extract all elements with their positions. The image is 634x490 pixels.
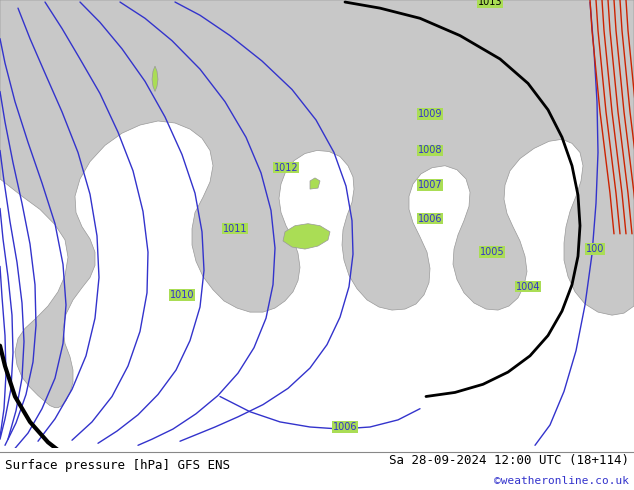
Text: ©weatheronline.co.uk: ©weatheronline.co.uk (494, 476, 629, 486)
Polygon shape (283, 223, 330, 249)
Text: 1005: 1005 (480, 247, 504, 257)
Text: 1007: 1007 (418, 180, 443, 190)
Text: 1012: 1012 (274, 163, 299, 173)
Text: 100: 100 (586, 244, 604, 254)
Text: 1008: 1008 (418, 146, 443, 155)
Text: 1006: 1006 (333, 422, 357, 432)
Text: 1004: 1004 (515, 282, 540, 292)
Text: 1013: 1013 (478, 0, 502, 7)
Text: Sa 28-09-2024 12:00 UTC (18+114): Sa 28-09-2024 12:00 UTC (18+114) (389, 454, 629, 466)
Polygon shape (310, 178, 320, 189)
Polygon shape (152, 66, 158, 92)
Polygon shape (0, 0, 634, 408)
Text: 1006: 1006 (418, 214, 443, 223)
Text: 1011: 1011 (223, 224, 247, 234)
Text: 1009: 1009 (418, 109, 443, 119)
Text: 1010: 1010 (170, 290, 194, 300)
Text: Surface pressure [hPa] GFS ENS: Surface pressure [hPa] GFS ENS (5, 459, 230, 472)
